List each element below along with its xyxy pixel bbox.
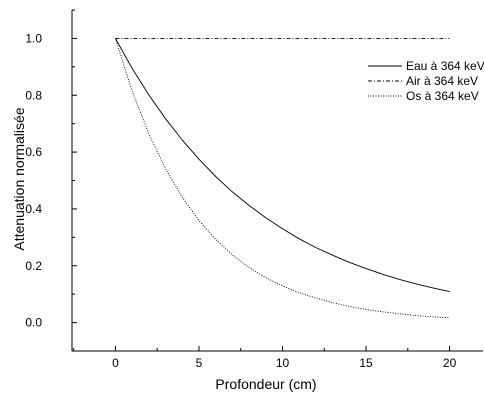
ticks: 0.0 0.2 0.4 0.6 0.8 1.0 0 5 10 15 20 [25,9,457,370]
series-group [114,37,450,319]
y-tick-label: 1.0 [25,31,42,45]
y-tick-label: 0.4 [25,202,42,216]
y-tick-label: 0.8 [25,88,42,102]
y-axis-title: Attenuation normalisée [11,107,27,250]
x-tick-label: 15 [359,356,373,370]
legend-label-eau: Eau à 364 keV [406,59,484,73]
x-axis-title: Profondeur (cm) [215,376,316,392]
y-tick-label: 0.2 [25,259,42,273]
legend-label-air: Air à 364 keV [406,74,478,88]
y-tick-label: 0.6 [25,145,42,159]
series-line-eau [115,38,450,293]
y-tick-label: 0.0 [25,316,42,330]
x-tick-label: 5 [196,356,203,370]
legend-label-os: Os à 364 keV [406,89,479,103]
x-tick-label: 20 [443,356,457,370]
series-line-os [114,38,450,319]
x-tick-label: 10 [276,356,290,370]
x-tick-label: 0 [112,356,119,370]
